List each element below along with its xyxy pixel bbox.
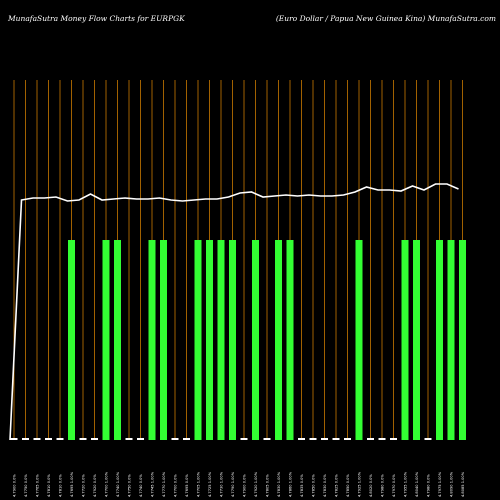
x-tick-label: 4.7725 1.00% [208, 471, 212, 497]
bar [390, 438, 397, 440]
x-tick-label: 4.7980 0.0% [427, 474, 431, 497]
x-tick-label: 4.7695 1.00% [70, 471, 74, 497]
x-tick-label: 4.7750 0.0% [24, 474, 28, 497]
bar [355, 240, 363, 440]
x-tick-label: 4.7730 1.00% [220, 471, 224, 497]
bar [125, 438, 133, 440]
bar [68, 240, 75, 440]
bar [332, 438, 340, 440]
bar [79, 438, 87, 440]
x-tick-label: 4.7835 0.0% [300, 474, 304, 497]
bar [56, 438, 64, 440]
bar [298, 438, 305, 440]
bar [148, 240, 156, 440]
price-line [9, 183, 459, 441]
x-tick-label: 4.7705 1.00% [197, 471, 201, 497]
bar [229, 240, 236, 440]
x-tick-label: 4.7975 1.00% [438, 471, 442, 497]
bar [22, 438, 29, 440]
x-tick-label: 4.7700 0.0% [174, 474, 178, 497]
bar [91, 438, 98, 440]
bar [171, 438, 179, 440]
x-tick-label: 4.8040 1.00% [415, 471, 419, 497]
chart-subtitle: (Euro Dollar / Papua New Guinea Kina) Mu… [276, 14, 496, 23]
x-tick-label: 4.7830 0.0% [323, 474, 327, 497]
x-tick-label: 4.7850 0.0% [346, 474, 350, 497]
x-tick-label: 4.7860 1.00% [289, 471, 293, 497]
x-tick-label: 4.7745 1.00% [151, 471, 155, 497]
x-tick-label: 4.7920 0.0% [93, 474, 97, 497]
x-tick-label: 4.7805 0.0% [266, 474, 270, 497]
bar [459, 240, 466, 440]
bar [183, 438, 190, 440]
x-tick-label: 4.7830 1.00% [277, 471, 281, 497]
bar [321, 438, 328, 440]
bar [263, 438, 271, 440]
x-tick-label: 4.7810 0.0% [47, 474, 51, 497]
x-tick-label: 4.7980 0.0% [381, 474, 385, 497]
bar [114, 240, 121, 440]
x-tick-label: 4.8085 1.00% [461, 471, 465, 497]
bar [102, 240, 110, 440]
x-tick-label: 4.7900 0.0% [13, 474, 17, 497]
bar [217, 240, 225, 440]
bar [309, 438, 317, 440]
bar [436, 240, 443, 440]
bar [137, 438, 144, 440]
x-tick-label: 4.7750 0.0% [128, 474, 132, 497]
x-tick-label: 4.7900 0.0% [243, 474, 247, 497]
bar [378, 438, 386, 440]
x-tick-label: 4.7765 0.0% [36, 474, 40, 497]
x-tick-label: 4.7720 0.0% [82, 474, 86, 497]
bar [194, 240, 202, 440]
bar [33, 438, 41, 440]
x-tick-label: 4.7925 1.00% [358, 471, 362, 497]
x-tick-label: 4.7970 0.0% [392, 474, 396, 497]
bar [160, 240, 167, 440]
chart-title: MunafaSutra Money Flow Charts for EURPGK [7, 14, 185, 23]
bar [10, 438, 18, 440]
bar [45, 438, 52, 440]
x-tick-label: 4.7740 0.0% [139, 474, 143, 497]
bar [252, 240, 259, 440]
x-tick-label: 4.7700 1.00% [105, 471, 109, 497]
bar [275, 240, 282, 440]
bar [401, 240, 409, 440]
x-tick-label: 4.8090 1.00% [450, 471, 454, 497]
bar [424, 438, 432, 440]
x-tick-label: 4.7850 0.0% [312, 474, 316, 497]
bar [367, 438, 374, 440]
x-tick-label: 4.7770 1.00% [162, 471, 166, 497]
bar [447, 240, 455, 440]
x-tick-label: 4.7790 1.00% [231, 471, 235, 497]
x-tick-label: 4.7825 0.0% [335, 474, 339, 497]
bar [286, 240, 294, 440]
bar [344, 438, 351, 440]
bar [413, 240, 420, 440]
x-tick-label: 4.7955 1.00% [404, 471, 408, 497]
x-tick-label: 4.7810 0.0% [59, 474, 63, 497]
x-tick-label: 4.7920 1.00% [254, 471, 258, 497]
bar [240, 438, 248, 440]
x-tick-label: 4.8020 0.0% [369, 474, 373, 497]
x-tick-label: 4.7695 0.0% [185, 474, 189, 497]
x-tick-label: 4.7740 1.00% [116, 471, 120, 497]
bar [206, 240, 213, 440]
